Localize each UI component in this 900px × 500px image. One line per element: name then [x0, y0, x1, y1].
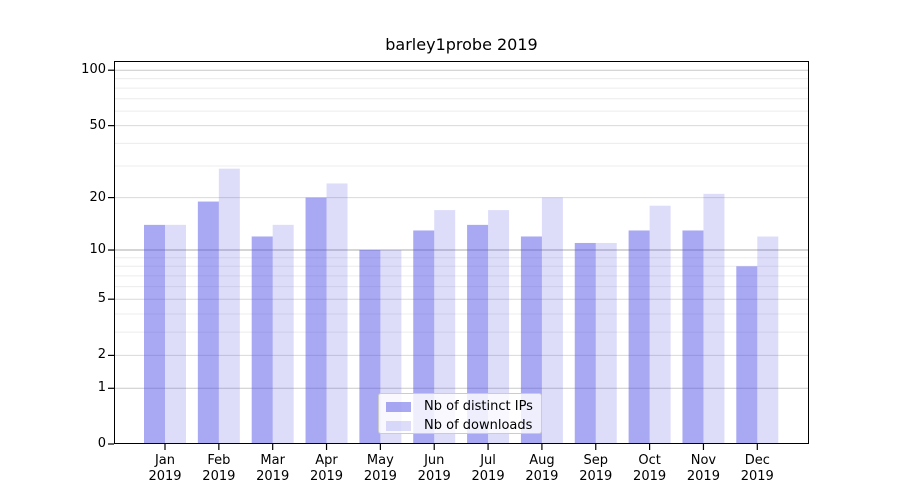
bar-sep-distinct-ips [574, 242, 596, 444]
x-tick-label-jun: Jun 2019 [417, 453, 451, 484]
x-tick-label-apr: Apr 2019 [309, 453, 344, 484]
x-tick-label-may: May 2019 [363, 453, 397, 484]
chart-title: barley1probe 2019 [385, 35, 538, 54]
bar-jan-downloads [165, 224, 186, 444]
x-tick-label-jan: Jan 2019 [148, 453, 182, 484]
legend: Nb of distinct IPs Nb of downloads [378, 393, 542, 434]
bar-dec-downloads [757, 236, 779, 444]
y-tick-label-20: 20 [89, 189, 106, 205]
x-tick-label-dec: Dec 2019 [740, 453, 774, 484]
legend-label-distinct-ips: Nb of distinct IPs [424, 399, 533, 414]
bar-mar-downloads [272, 224, 294, 444]
x-tick-label-oct: Oct 2019 [633, 453, 667, 484]
y-tick-label-0: 0 [97, 436, 106, 451]
bar-jan-distinct-ips [144, 224, 165, 444]
bar-nov-downloads [703, 193, 725, 444]
y-tick-label-10: 10 [89, 242, 106, 258]
plot-border [114, 61, 809, 444]
legend-item-downloads: Nb of downloads [386, 418, 541, 433]
y-tick-label-1: 1 [97, 380, 106, 396]
legend-item-distinct-ips: Nb of distinct IPs [386, 399, 541, 414]
bar-apr-distinct-ips [305, 197, 327, 444]
x-tick-label-mar: Mar 2019 [256, 453, 290, 484]
x-tick-label-feb: Feb 2019 [202, 453, 236, 484]
bar-jun-downloads [434, 210, 456, 444]
legend-label-downloads: Nb of downloads [424, 418, 533, 433]
bar-mar-distinct-ips [251, 236, 273, 444]
bar-oct-distinct-ips [628, 230, 650, 444]
bar-aug-downloads [541, 197, 563, 444]
x-tick-label-jul: Jul 2019 [471, 453, 505, 484]
y-tick-label-2: 2 [97, 347, 106, 363]
y-tick-label-50: 50 [89, 117, 106, 133]
x-tick-label-sep: Sep 2019 [579, 453, 613, 484]
x-tick-label-nov: Nov 2019 [686, 453, 720, 484]
bar-jun-distinct-ips [413, 230, 435, 444]
bar-nov-distinct-ips [682, 230, 704, 444]
bar-dec-distinct-ips [736, 266, 758, 444]
bar-aug-distinct-ips [520, 236, 542, 444]
bar-apr-downloads [326, 183, 348, 445]
bar-feb-downloads [218, 168, 240, 444]
bar-feb-distinct-ips [197, 201, 219, 444]
y-tick-label-100: 100 [81, 62, 106, 78]
bar-may-distinct-ips [359, 250, 381, 444]
bar-jul-downloads [488, 210, 510, 444]
legend-swatch-downloads [386, 420, 411, 431]
bar-jul-distinct-ips [467, 224, 489, 444]
bar-oct-downloads [649, 205, 671, 444]
x-tick-label-aug: Aug 2019 [525, 453, 559, 484]
y-tick-label-5: 5 [97, 291, 106, 307]
bar-sep-downloads [595, 242, 617, 444]
legend-swatch-distinct-ips [386, 401, 411, 412]
